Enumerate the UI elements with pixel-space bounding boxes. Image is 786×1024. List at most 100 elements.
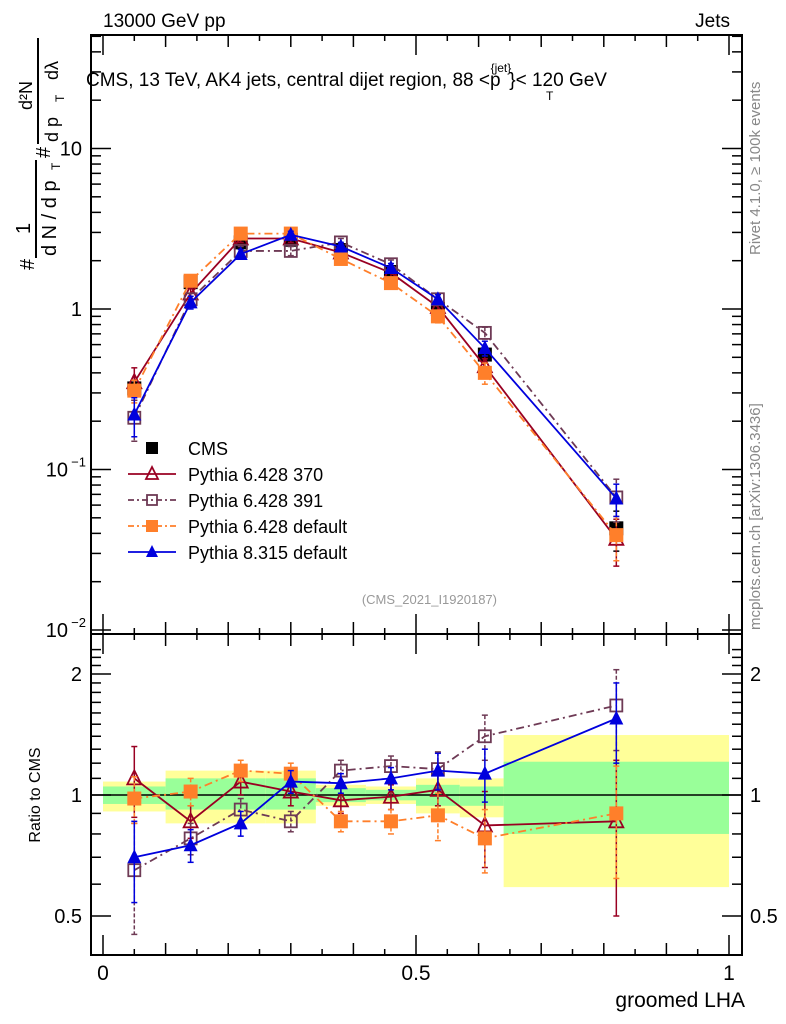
series-line bbox=[133, 232, 618, 536]
marker-filled-square bbox=[383, 276, 398, 291]
marker-filled-square bbox=[609, 528, 624, 543]
marker-filled-triangle bbox=[477, 340, 492, 355]
y-tick-label: 1 bbox=[71, 299, 82, 321]
header-left: 13000 GeV pp bbox=[103, 11, 226, 32]
marker-filled-triangle bbox=[383, 260, 398, 275]
title-post: }< 120 GeV bbox=[509, 70, 607, 91]
y-tick-label: 10 bbox=[46, 620, 68, 642]
ratio-bands bbox=[91, 735, 742, 888]
legend-label: Pythia 8.315 default bbox=[188, 543, 347, 563]
marker-filled-triangle bbox=[333, 238, 348, 253]
legend-label: CMS bbox=[188, 439, 228, 459]
marker-filled-square bbox=[127, 791, 142, 806]
marker-open-square bbox=[283, 814, 298, 829]
analysis-label: (CMS_2021_I1920187) bbox=[362, 592, 497, 607]
series-line bbox=[133, 704, 617, 871]
series-pythia-6-428-default bbox=[127, 226, 624, 562]
ylabel-den2: d p bbox=[42, 117, 62, 142]
marker-filled-triangle bbox=[430, 762, 445, 777]
marker-filled-square bbox=[609, 806, 624, 821]
ratio-y-tick-label-right: 0.5 bbox=[750, 906, 778, 928]
legend-item: Pythia 8.315 default bbox=[128, 543, 347, 563]
legend-item: CMS bbox=[146, 439, 228, 459]
marker-filled-triangle bbox=[233, 815, 248, 830]
marker-filled-triangle bbox=[477, 765, 492, 780]
legend-label: Pythia 6.428 default bbox=[188, 517, 347, 537]
marker-filled-triangle bbox=[609, 490, 624, 505]
marker-filled-square bbox=[233, 763, 248, 778]
header-right: Jets bbox=[695, 11, 730, 32]
marker-open-square bbox=[477, 729, 492, 744]
marker-open-triangle bbox=[332, 790, 350, 808]
marker-open-triangle bbox=[232, 771, 250, 789]
marker-filled-square bbox=[430, 808, 445, 823]
ylabel-hash2: # bbox=[33, 146, 55, 158]
series-line bbox=[133, 241, 618, 498]
y-tick-exp: −2 bbox=[71, 615, 86, 630]
marker-filled-square bbox=[183, 784, 198, 799]
marker-filled-square bbox=[333, 251, 348, 266]
x-tick-label: 1 bbox=[723, 962, 735, 985]
legend-item: Pythia 6.428 370 bbox=[128, 464, 323, 485]
ylabel-hash: # bbox=[17, 258, 39, 270]
series-pythia-6-428-370 bbox=[125, 228, 625, 567]
ylabel-num2: d²N bbox=[16, 81, 36, 110]
title-sup: {jet} bbox=[491, 61, 512, 75]
marker-filled-square bbox=[146, 442, 158, 454]
marker-open-triangle bbox=[144, 464, 160, 480]
marker-filled-triangle bbox=[183, 294, 198, 309]
legend-label: Pythia 6.428 391 bbox=[188, 491, 323, 511]
ratio-y-tick-label-right: 1 bbox=[750, 785, 761, 807]
marker-filled-triangle bbox=[609, 710, 624, 725]
marker-filled-triangle bbox=[146, 545, 158, 557]
main-series bbox=[125, 226, 625, 567]
series-pythia-6-428-default bbox=[127, 759, 624, 880]
ratio-ylabel: Ratio to CMS bbox=[27, 747, 44, 842]
title-pre: CMS, 13 TeV, AK4 jets, central dijet reg… bbox=[86, 70, 501, 91]
plot-title: CMS, 13 TeV, AK4 jets, central dijet reg… bbox=[86, 61, 607, 91]
marker-filled-square bbox=[477, 831, 492, 846]
y-tick-exp: −1 bbox=[71, 455, 86, 470]
legend-item: Pythia 6.428 391 bbox=[128, 491, 323, 511]
marker-filled-triangle bbox=[183, 837, 198, 852]
marker-filled-triangle bbox=[430, 291, 445, 306]
marker-open-square bbox=[146, 494, 158, 506]
ratio-y-tick-label: 2 bbox=[71, 664, 82, 686]
marker-filled-square bbox=[183, 273, 198, 288]
title-sub: T bbox=[546, 89, 554, 103]
x-tick-label: 0.5 bbox=[401, 962, 430, 985]
marker-open-square bbox=[283, 244, 298, 258]
ratio-y-tick-label: 1 bbox=[71, 785, 82, 807]
marker-filled-square bbox=[477, 365, 492, 380]
marker-open-triangle bbox=[282, 781, 300, 799]
main-ylabel: # 1 d N / d p T # d²N d p T dλ bbox=[13, 38, 67, 270]
marker-filled-triangle bbox=[283, 773, 298, 788]
ylabel-den: d N / d p bbox=[39, 180, 61, 256]
xlabel: groomed LHA bbox=[615, 989, 745, 1012]
series-pythia-8-315-default bbox=[127, 226, 624, 518]
ratio-y-tick-label-right: 2 bbox=[750, 664, 761, 686]
marker-filled-triangle bbox=[127, 849, 142, 864]
ratio-y-tick-label: 0.5 bbox=[54, 906, 82, 928]
y-tick-label: 10 bbox=[60, 139, 82, 161]
ylabel-den2b: dλ bbox=[42, 61, 62, 80]
marker-filled-square bbox=[333, 814, 348, 829]
marker-filled-square bbox=[146, 520, 158, 532]
marker-filled-square bbox=[383, 814, 398, 829]
marker-filled-square bbox=[233, 226, 248, 241]
ylabel-one: 1 bbox=[13, 223, 35, 234]
marker-filled-triangle bbox=[283, 226, 298, 241]
ratio-series bbox=[125, 668, 625, 936]
legend-label: Pythia 6.428 370 bbox=[188, 465, 323, 485]
marker-filled-square bbox=[430, 309, 445, 324]
rivet-label: Rivet 4.1.0, ≥ 100k events bbox=[747, 82, 764, 255]
marker-filled-triangle bbox=[383, 770, 398, 785]
marker-filled-triangle bbox=[127, 406, 142, 421]
ylabel-den2-sub: T bbox=[53, 94, 67, 102]
legend-item: Pythia 6.428 default bbox=[128, 517, 347, 537]
ylabel-den-sub: T bbox=[49, 162, 63, 170]
legend: CMS Pythia 6.428 370 Pythia 6.428 391 Pythi… bbox=[128, 439, 347, 563]
marker-filled-triangle bbox=[333, 775, 348, 790]
